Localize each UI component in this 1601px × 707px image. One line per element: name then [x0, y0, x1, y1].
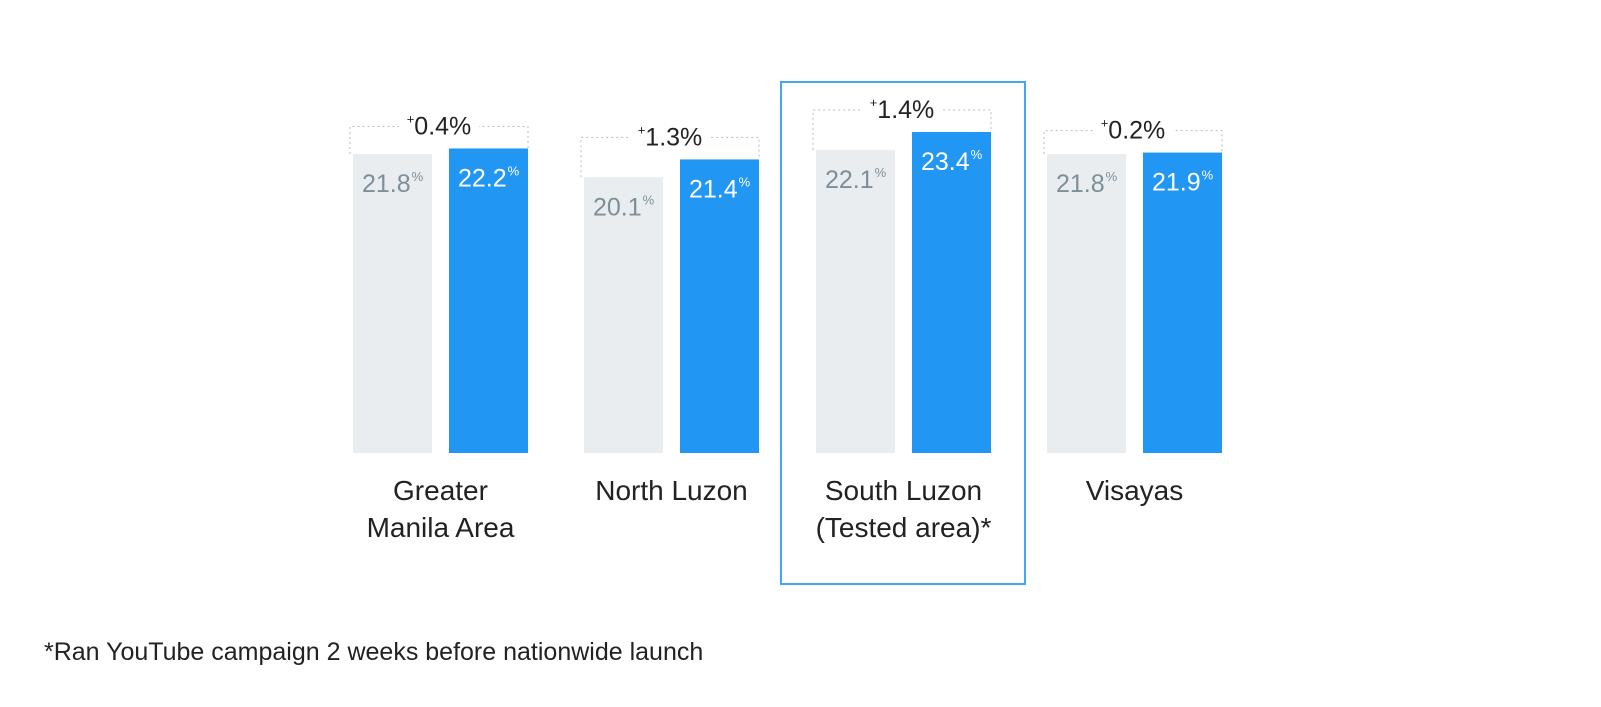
difference-label: +0.4% — [407, 111, 472, 140]
bar-comparison — [449, 148, 528, 453]
difference-label: +1.4% — [870, 95, 935, 124]
bar-baseline — [353, 153, 432, 453]
highlight-box — [780, 81, 1026, 585]
difference-bracket — [1043, 130, 1223, 154]
difference-label-bg — [630, 125, 710, 150]
bar-comparison — [912, 132, 991, 453]
category-label: (Tested area)* — [816, 512, 992, 543]
bar-comparison — [1143, 152, 1222, 454]
difference-label-bg — [862, 98, 942, 122]
bar-baseline — [1047, 153, 1126, 453]
category-label: Visayas — [1086, 475, 1184, 506]
category-label: Manila Area — [367, 512, 515, 543]
difference-label-bg — [399, 114, 479, 139]
difference-label: +0.2% — [1101, 116, 1166, 145]
category-label: North Luzon — [595, 475, 748, 506]
bar-comparison — [680, 159, 759, 453]
category-label: South Luzon — [825, 475, 982, 506]
bar-baseline — [816, 149, 895, 454]
category-label: Greater — [393, 475, 488, 506]
difference-label-bg — [1093, 118, 1173, 143]
bar-baseline — [584, 177, 663, 453]
difference-label: +1.3% — [638, 122, 703, 151]
footnote: *Ran YouTube campaign 2 weeks before nat… — [44, 638, 704, 666]
